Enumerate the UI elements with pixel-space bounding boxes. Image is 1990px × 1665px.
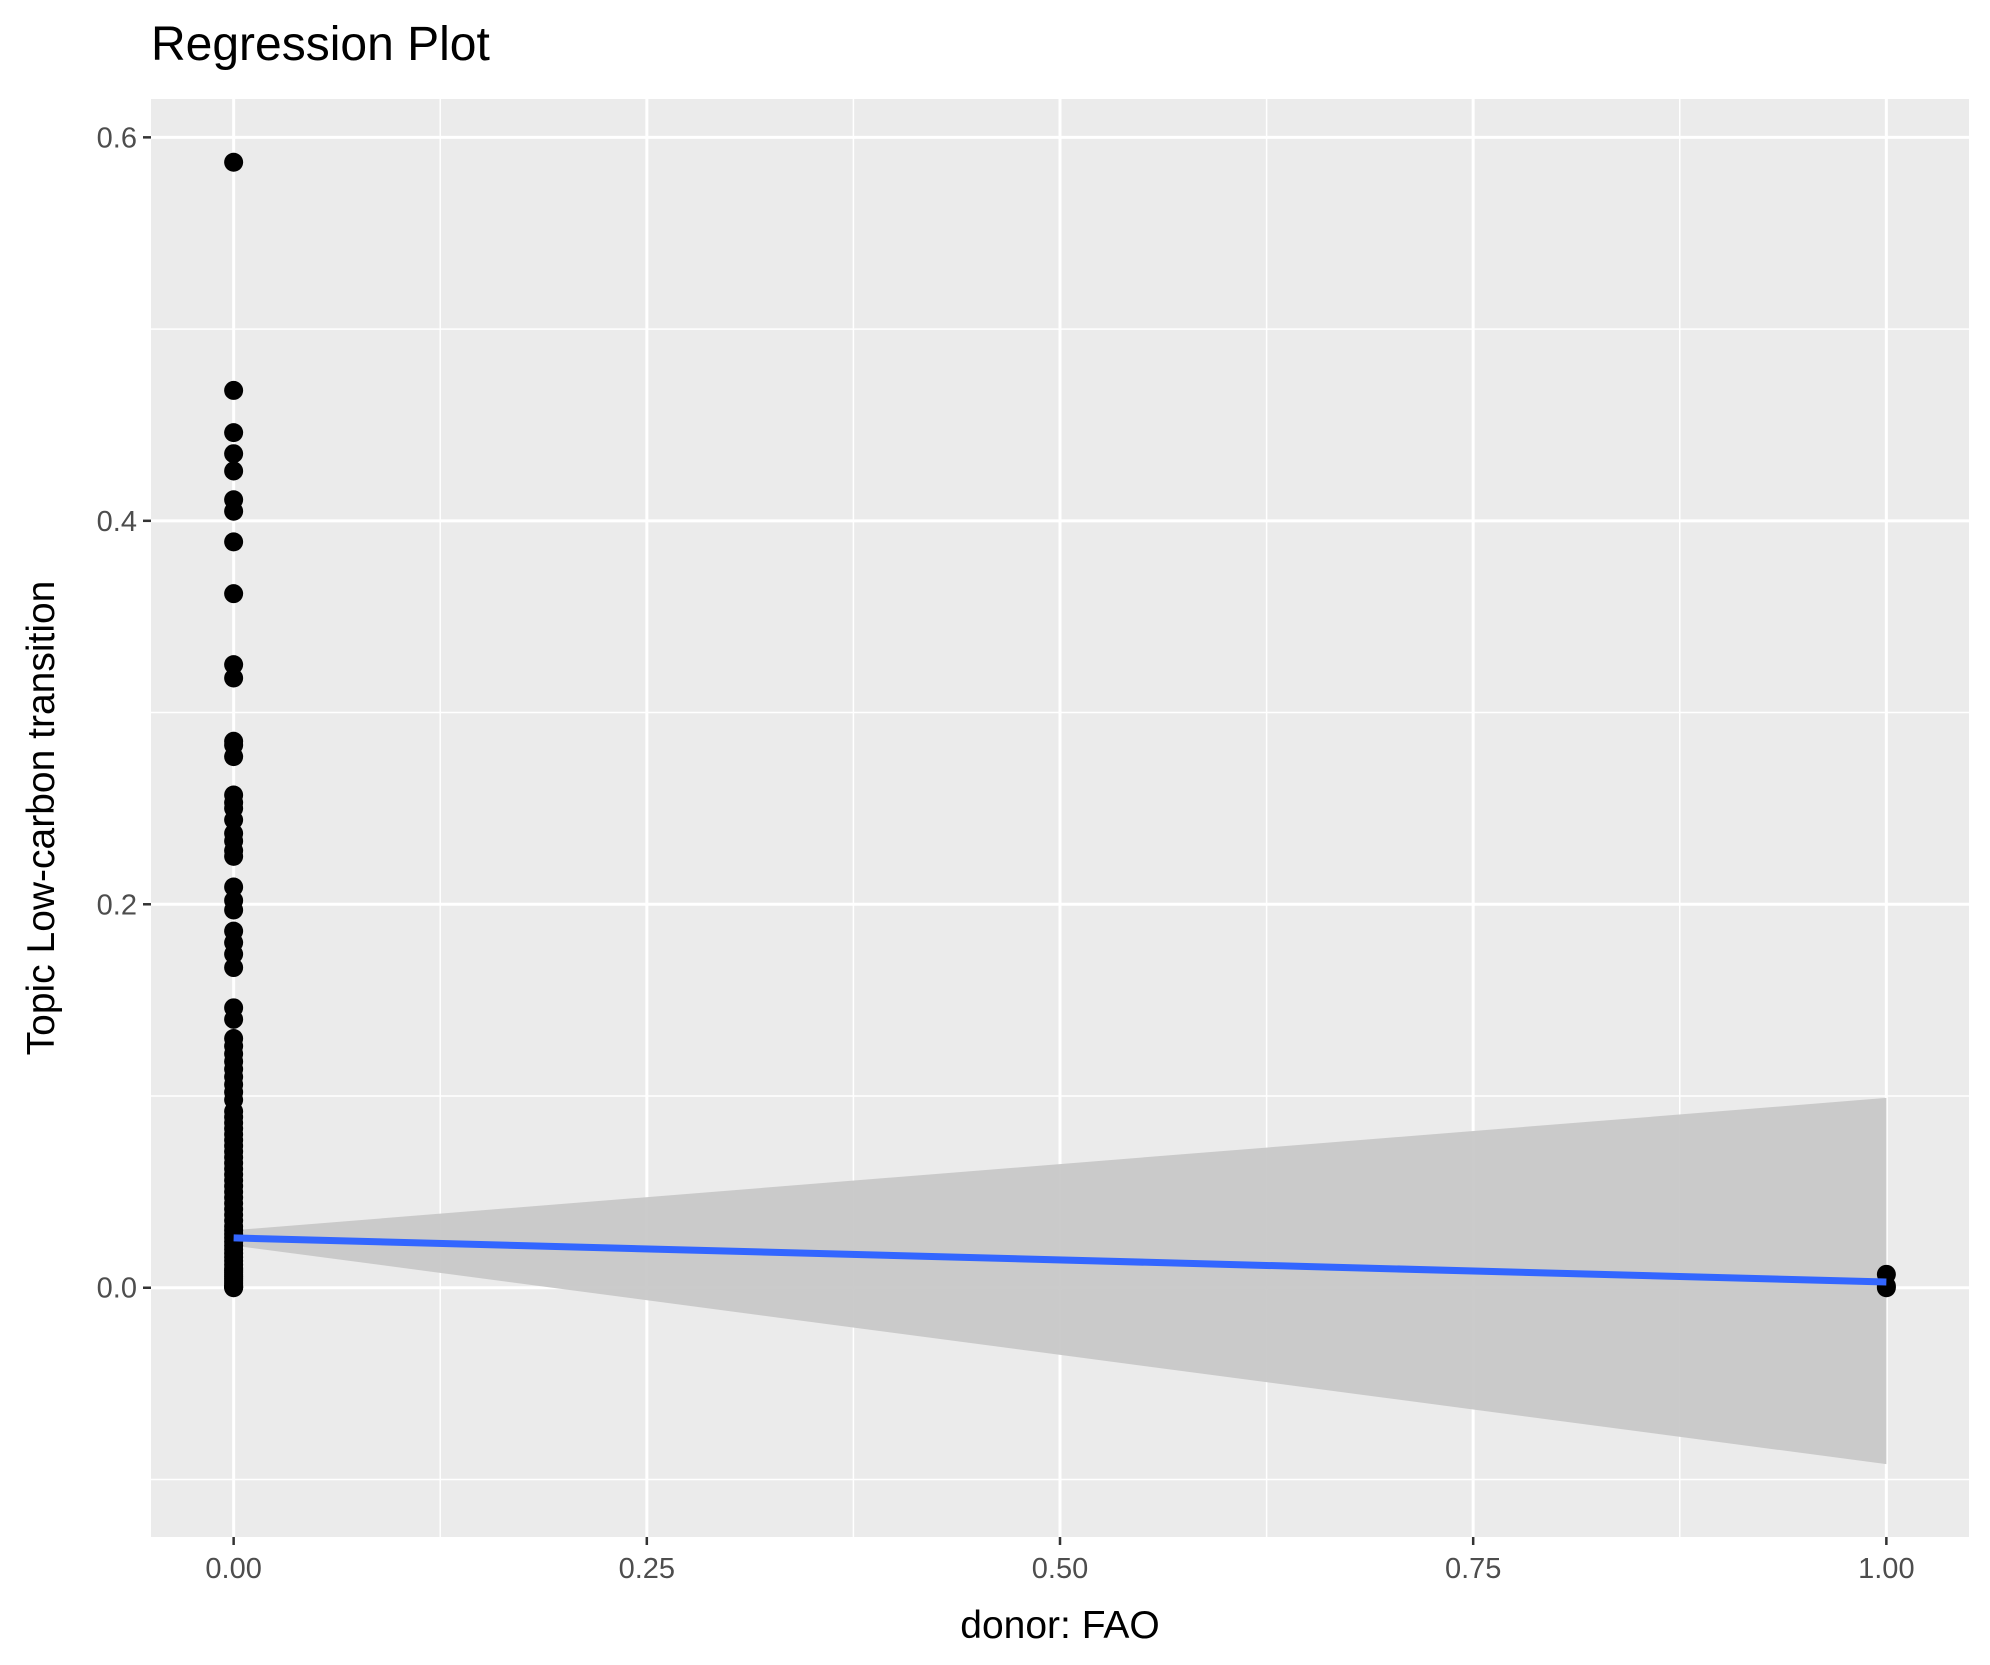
y-tick-label: 0.0 <box>97 1273 137 1305</box>
data-point <box>224 1278 244 1298</box>
y-tick-label: 0.6 <box>97 122 137 154</box>
data-point <box>224 1009 244 1029</box>
x-tick-label: 0.00 <box>205 1553 261 1585</box>
data-point <box>224 810 244 830</box>
fit-line-layer <box>233 1234 1887 1286</box>
data-point <box>224 584 244 604</box>
chart-title: Regression Plot <box>151 18 490 71</box>
x-axis: 0.00 0.25 0.50 0.75 1.00 <box>205 1537 1915 1585</box>
x-tick-label: 0.50 <box>1032 1553 1088 1585</box>
x-tick-label: 0.75 <box>1445 1553 1501 1585</box>
data-point <box>224 461 244 481</box>
data-point <box>224 655 244 675</box>
y-axis: 0.0 0.2 0.4 0.6 <box>97 122 151 1305</box>
data-point <box>224 532 244 552</box>
data-point <box>224 444 244 464</box>
data-point <box>224 501 244 521</box>
y-tick-label: 0.2 <box>97 889 137 921</box>
points-layer <box>224 152 1896 1298</box>
y-tick-label: 0.4 <box>97 506 137 538</box>
confidence-band <box>233 1097 1887 1465</box>
x-axis-title: donor: FAO <box>960 1604 1159 1647</box>
data-point <box>224 900 244 920</box>
x-tick-label: 0.25 <box>619 1553 675 1585</box>
fit-line <box>233 1234 1887 1286</box>
x-tick-label: 1.00 <box>1858 1553 1914 1585</box>
confidence-band-layer <box>233 1097 1887 1465</box>
data-point <box>224 846 244 866</box>
y-axis-title: Topic Low-carbon transition <box>20 581 63 1056</box>
data-point <box>224 380 244 400</box>
data-point <box>224 944 244 964</box>
data-point <box>224 668 244 688</box>
data-point <box>224 152 244 172</box>
data-point <box>224 747 244 767</box>
data-point <box>224 877 244 897</box>
data-point <box>224 423 244 443</box>
data-point <box>224 958 244 978</box>
